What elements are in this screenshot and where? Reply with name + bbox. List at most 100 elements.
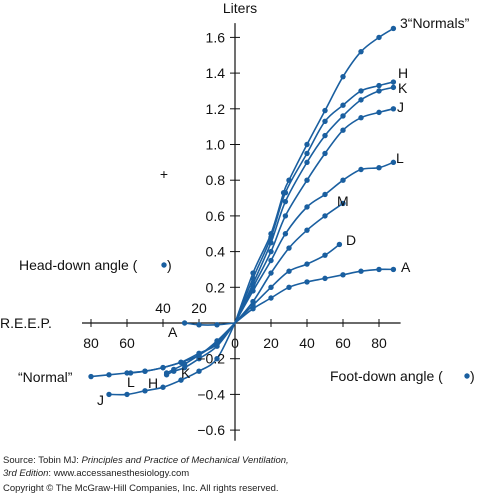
point-foot [304,204,310,210]
point-foot [304,141,310,148]
source-title: Principles and Practice of Mechanical Ve… [81,455,289,466]
point-foot [268,234,274,241]
x-tick-label-left: 20 [191,300,207,316]
point-foot [282,189,289,196]
y-tick-label: 1.4 [206,65,226,81]
point-foot [358,88,364,94]
point-foot [358,166,364,173]
point-foot [286,245,292,251]
x-tick-label-left: 40 [155,300,171,316]
foot-down-marker [464,373,470,379]
series-label-head: K [181,365,191,381]
y-tick-label: −0.2 [197,351,225,367]
point-foot [268,248,274,255]
point-head [124,391,130,398]
plus-label: + [160,166,168,182]
point-foot [340,200,346,207]
point-foot [340,102,346,108]
curve-foot-8 [234,268,394,324]
curve-foot-1 [234,27,394,324]
point-head [160,364,166,371]
series-label-foot: L [396,150,404,166]
point-foot [358,48,364,55]
point-foot [250,270,256,276]
y-tick-label: −0.4 [197,386,225,402]
y-tick-label: 0.2 [206,279,226,295]
point-foot [390,266,397,273]
x-tick-label: 40 [299,335,315,351]
y-tick-label: 0.6 [206,208,226,224]
point-foot [390,106,397,112]
series-label-head: “Normal” [18,369,73,385]
y-axis-label: Liters [223,0,257,16]
curve-foot-4 [234,108,394,324]
head-down-marker [161,262,167,268]
point-foot [322,213,328,219]
y-tick-label: 1.2 [206,101,226,117]
left-axis-label: R.E.E.P. [0,315,52,331]
point-head [196,352,202,358]
point-foot [322,118,328,124]
point-head [171,366,177,373]
chart: 1.6 1.4 1.2 1.0 0.8 0.6 0.4 0.2 −0.2 −0.4 −0.6 20 40… [0,0,475,441]
point-foot [250,275,256,282]
point-foot [282,198,289,205]
point-foot [250,288,256,294]
series-label-head: J [97,392,104,408]
point-foot [390,84,397,91]
point-foot [376,266,382,273]
point-foot [336,241,343,248]
x-tick-label: 80 [371,335,387,351]
point-foot [304,279,310,285]
series-label-foot: M [337,193,349,209]
point-foot [322,191,328,198]
point-foot [340,272,346,278]
origin-label: 0 [231,335,239,351]
head-down-label: Head-down angle ( [19,257,138,273]
point-head [196,368,202,374]
point-foot [390,159,397,166]
series-label-foot: H [398,65,408,81]
copyright: Copyright © The McGraw-Hill Companies, I… [3,483,279,494]
point-foot [376,34,382,41]
curve-foot-3 [234,86,394,324]
y-tick-label: 1.6 [206,29,226,45]
source-line: Source: Tobin MJ: Principles and Practic… [3,455,289,466]
point-head [88,373,94,380]
point-foot [322,107,328,114]
point-foot [286,284,292,290]
point-head [127,370,134,376]
point-foot [304,177,310,183]
point-foot [268,295,274,301]
point-foot [322,252,328,258]
point-head [106,391,112,398]
point-foot [304,227,310,233]
x-tick-label-left: 80 [83,335,99,351]
point-foot [390,79,397,85]
y-tick-label: 0.8 [206,172,226,188]
x-tick-label-left: 60 [119,335,135,351]
axes [82,23,401,441]
point-foot [304,150,310,157]
point-foot [268,284,274,290]
source-edition: 3rd Edition [3,468,49,479]
point-foot [286,268,292,274]
point-head [196,322,202,328]
point-foot [340,73,346,80]
series-label-foot: J [397,99,404,115]
point-foot [340,177,346,183]
point-head [160,384,166,390]
series-label-foot: D [346,232,356,248]
x-tick-label: 20 [263,335,279,351]
source-prefix: Source: Tobin MJ: [3,455,82,466]
point-head [181,361,188,367]
foot-down-label: Foot-down angle ( [330,368,443,384]
y-tick-label: −0.6 [197,422,225,438]
point-head [178,377,184,383]
curve-foot-5 [234,161,394,324]
point-foot [358,115,364,121]
source-url: : www.accessanesthesiology.com [48,468,190,479]
point-foot [282,231,289,237]
point-head [142,388,148,394]
point-foot [286,177,292,183]
